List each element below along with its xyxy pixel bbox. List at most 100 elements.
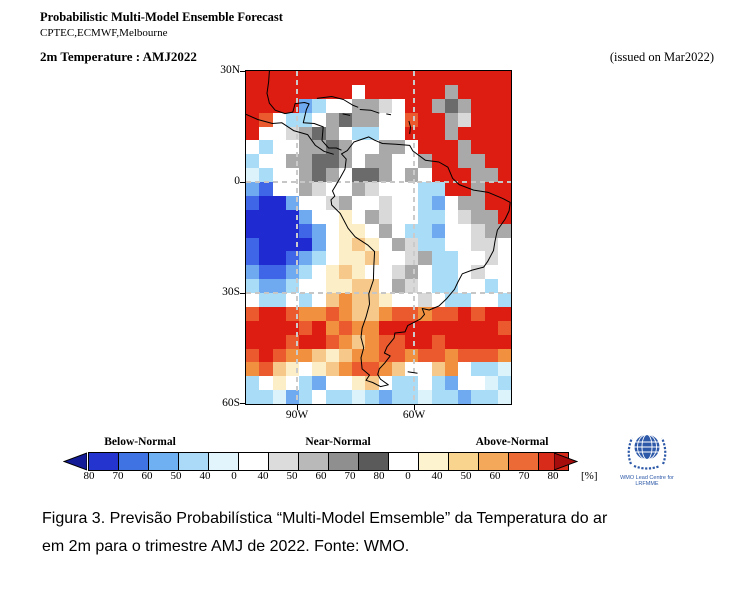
grid-cell <box>378 195 392 210</box>
grid-cell <box>285 265 299 280</box>
lat-tick-label: 30S <box>222 286 240 298</box>
grid-cell <box>299 140 313 155</box>
grid-cell <box>497 306 511 321</box>
grid-cell <box>484 306 498 321</box>
grid-cell <box>338 195 352 210</box>
variable-label: 2m Temperature : AMJ2022 <box>40 49 197 64</box>
grid-cell <box>378 182 392 196</box>
grid-cell <box>299 265 313 280</box>
grid-cell <box>365 390 379 404</box>
grid-cell <box>246 362 260 377</box>
grid-cell <box>405 209 419 224</box>
grid-cell <box>431 126 445 141</box>
grid-cell <box>391 265 405 280</box>
grid-cell <box>484 140 498 155</box>
percent-unit-label: [%] <box>581 470 598 482</box>
grid-cell <box>246 140 260 155</box>
grid-cell <box>365 209 379 224</box>
grid-cell <box>471 98 485 113</box>
grid-cell <box>352 265 366 280</box>
grid-cell <box>471 293 485 307</box>
grid-cell <box>365 265 379 280</box>
grid-cell <box>285 140 299 155</box>
colorbar-right-arrow <box>554 452 578 471</box>
grid-cell <box>418 293 432 307</box>
grid-cell <box>431 71 445 85</box>
grid-cell <box>246 154 260 169</box>
colorbar-ticks: 80 70 60 50 40 0 40 50 60 70 80 0 40 50 60 70 80 <box>84 470 559 484</box>
near-normal-label: Near-Normal <box>305 436 371 448</box>
grid-cell <box>352 223 366 238</box>
grid-cell <box>352 376 366 391</box>
grid-cell <box>391 112 405 127</box>
issued-label: (issued on Mar2022) <box>609 50 714 64</box>
grid-cell <box>418 98 432 113</box>
grid-cell <box>259 279 273 293</box>
grid-cell <box>352 279 366 293</box>
grid-cell <box>285 251 299 266</box>
grid-cell <box>458 293 472 307</box>
colorbar-tick-label: 70 <box>112 470 124 482</box>
grid-cell <box>272 390 286 404</box>
grid-cell <box>325 168 339 182</box>
grid-cell <box>312 112 326 127</box>
grid-cell <box>312 71 326 85</box>
colorbar-tick-label: 80 <box>547 470 559 482</box>
grid-cell <box>325 154 339 169</box>
grid-cell <box>299 320 313 335</box>
grid-cell <box>338 140 352 155</box>
grid-cell <box>444 195 458 210</box>
grid-cell <box>325 71 339 85</box>
grid-cell <box>272 84 286 99</box>
colorbar-tick-label: 80 <box>83 470 95 482</box>
colorbar-tick-label: 70 <box>344 470 356 482</box>
grid-cell <box>431 334 445 349</box>
colorbar-tick-label: 0 <box>231 470 237 482</box>
grid-cell <box>272 209 286 224</box>
grid-cell <box>378 237 392 252</box>
grid-cell <box>259 84 273 99</box>
grid-cell <box>471 84 485 99</box>
grid-cell <box>471 320 485 335</box>
grid-cell <box>391 237 405 252</box>
grid-cell <box>246 348 260 363</box>
grid-cell <box>352 293 366 307</box>
grid-cell <box>312 209 326 224</box>
grid-cell <box>497 112 511 127</box>
colorbar-cells <box>88 452 569 471</box>
grid-cell <box>497 237 511 252</box>
grid-cell <box>352 112 366 127</box>
grid-cell <box>352 154 366 169</box>
grid-cell <box>391 209 405 224</box>
colorbar-tick-label: 40 <box>431 470 443 482</box>
grid-cell <box>458 112 472 127</box>
grid-cell <box>444 362 458 377</box>
grid-cell <box>391 182 405 196</box>
grid-cell <box>484 362 498 377</box>
grid-cell <box>312 195 326 210</box>
grid-cell <box>444 390 458 404</box>
grid-cell <box>299 293 313 307</box>
grid-cell <box>378 279 392 293</box>
grid-cell <box>497 320 511 335</box>
below-normal-label: Below-Normal <box>104 436 176 448</box>
grid-cell <box>325 265 339 280</box>
grid-cell <box>471 348 485 363</box>
grid-cell <box>458 362 472 377</box>
grid-cell <box>338 334 352 349</box>
grid-cell <box>471 390 485 404</box>
grid-cell <box>312 279 326 293</box>
grid-cell <box>484 126 498 141</box>
grid-cell <box>484 223 498 238</box>
grid-cell <box>285 306 299 321</box>
grid-cell <box>338 265 352 280</box>
grid-cell <box>352 84 366 99</box>
grid-cell <box>497 293 511 307</box>
grid-cell <box>471 334 485 349</box>
grid-cell <box>299 182 313 196</box>
map-frame: 30N 0 30S 60S 90W 60W <box>220 64 512 421</box>
grid-cell <box>458 223 472 238</box>
grid-cell <box>312 390 326 404</box>
grid-cell <box>378 390 392 404</box>
grid-cell <box>285 182 299 196</box>
